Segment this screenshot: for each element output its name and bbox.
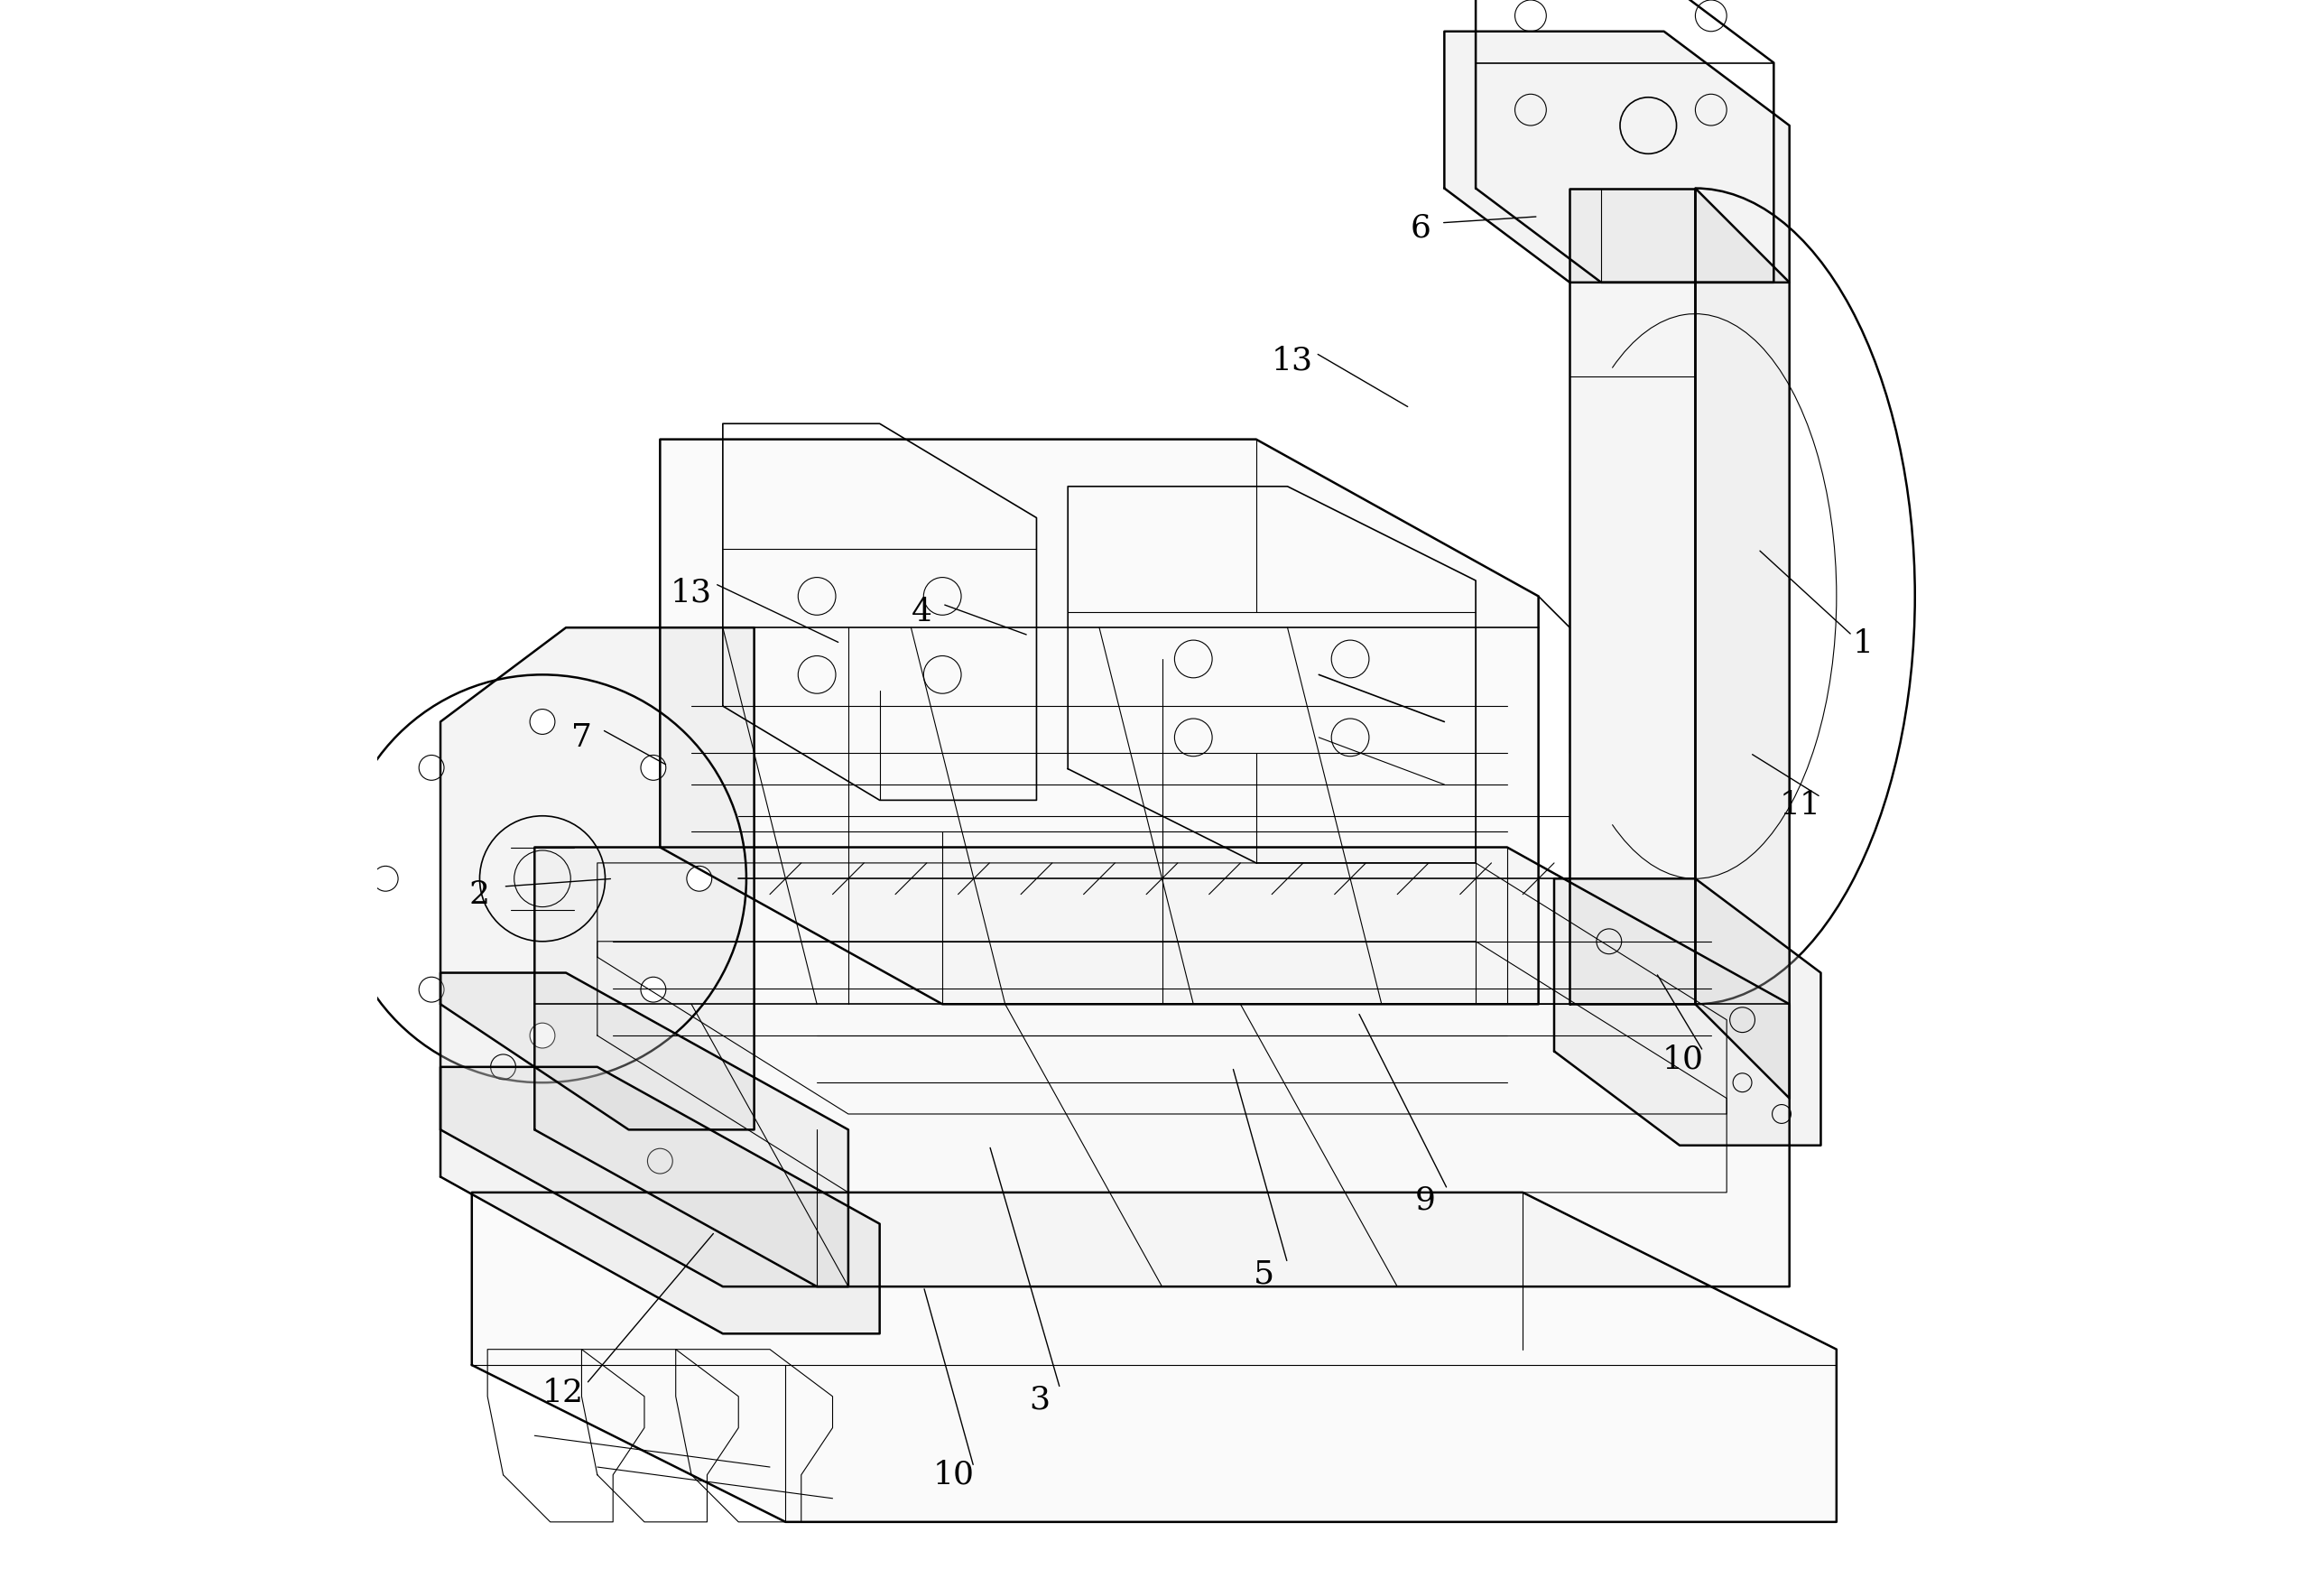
Text: 3: 3 [1030, 1384, 1050, 1415]
Polygon shape [442, 628, 755, 1130]
Polygon shape [1569, 188, 1694, 1004]
Polygon shape [1694, 188, 1789, 1098]
Circle shape [530, 1023, 555, 1048]
Text: 5: 5 [1253, 1258, 1274, 1290]
Circle shape [418, 755, 444, 780]
Polygon shape [1443, 31, 1789, 282]
Text: 13: 13 [672, 577, 711, 609]
Circle shape [418, 977, 444, 1003]
Circle shape [641, 977, 667, 1003]
Circle shape [686, 866, 711, 891]
Text: 13: 13 [1271, 345, 1313, 377]
Circle shape [641, 755, 667, 780]
Polygon shape [660, 439, 1538, 1004]
Polygon shape [472, 1192, 1836, 1522]
Polygon shape [442, 973, 848, 1287]
Polygon shape [535, 847, 1789, 1287]
Polygon shape [442, 1067, 881, 1334]
Text: 1: 1 [1852, 628, 1873, 659]
Text: 11: 11 [1780, 789, 1822, 821]
Text: 12: 12 [541, 1378, 583, 1409]
Text: 2: 2 [469, 879, 490, 910]
Text: 4: 4 [911, 596, 932, 628]
Text: 10: 10 [932, 1459, 974, 1491]
Polygon shape [1555, 879, 1820, 1145]
Circle shape [530, 709, 555, 734]
Text: 6: 6 [1411, 212, 1432, 243]
Text: 10: 10 [1662, 1043, 1703, 1075]
Text: 9: 9 [1415, 1185, 1436, 1216]
Circle shape [372, 866, 397, 891]
Text: 7: 7 [572, 722, 593, 753]
